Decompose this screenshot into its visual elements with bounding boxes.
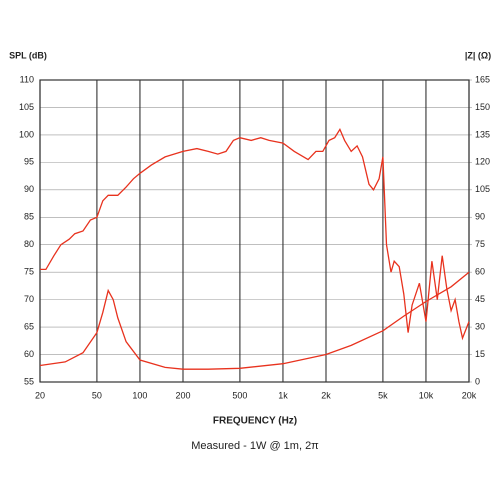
y-tick-label: 85 [24, 212, 34, 222]
y-tick-label: 95 [24, 157, 34, 167]
subtitle: Measured - 1W @ 1m, 2π [191, 440, 319, 452]
y2-tick-label: 45 [475, 294, 485, 304]
y-tick-label: 75 [24, 267, 34, 277]
y-tick-label: 100 [19, 129, 34, 139]
x-tick-label: 200 [175, 390, 190, 400]
y2-tick-label: 135 [475, 129, 490, 139]
x-tick-label: 500 [232, 390, 247, 400]
y-tick-label: 110 [20, 74, 34, 84]
y2-tick-label: 105 [475, 184, 490, 194]
y-tick-label: 60 [24, 349, 34, 359]
x-tick-label: 1k [278, 390, 288, 400]
y2-tick-label: 75 [475, 239, 485, 249]
y2-tick-label: 165 [475, 74, 490, 84]
y2-tick-label: 120 [475, 157, 490, 167]
y2-tick-label: 60 [475, 267, 485, 277]
x-tick-label: 10k [419, 390, 434, 400]
x-tick-label: 2k [321, 390, 331, 400]
plot-frame [39, 79, 470, 383]
y2-axis-label: |Z| (Ω) [465, 50, 491, 60]
x-axis-label: FREQUENCY (Hz) [213, 416, 297, 427]
y-tick-label: 70 [24, 294, 34, 304]
y2-tick-label: 15 [475, 349, 485, 359]
y2-tick-label: 150 [475, 102, 490, 112]
series-line [40, 128, 470, 341]
x-tick-label: 20k [462, 390, 477, 400]
y-axis-label: SPL (dB) [9, 50, 47, 60]
y-tick-label: 90 [24, 184, 34, 194]
y-tick-label: 65 [24, 321, 34, 331]
y-tick-label: 80 [24, 239, 34, 249]
y2-tick-label: 0 [475, 376, 480, 386]
y2-tick-label: 90 [475, 212, 485, 222]
y-tick-label: 105 [19, 102, 34, 112]
x-tick-label: 50 [92, 390, 102, 400]
y2-tick-label: 30 [475, 321, 485, 331]
series-line [39, 271, 470, 370]
x-tick-label: 20 [35, 390, 45, 400]
x-tick-label: 5k [378, 390, 388, 400]
y-tick-label: 55 [24, 376, 34, 386]
x-tick-label: 100 [132, 390, 147, 400]
